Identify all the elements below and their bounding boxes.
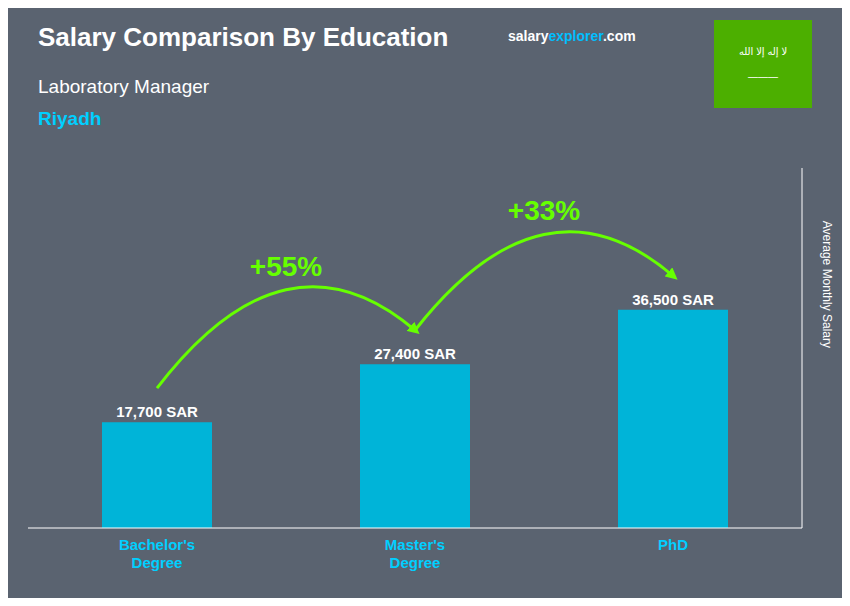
html-text:Laboratory Manager: Laboratory Manager: [38, 76, 210, 97]
svg-text:Bachelor'sDegree: Bachelor'sDegree: [119, 536, 195, 571]
svg-text:27,400 SAR: 27,400 SAR: [374, 345, 456, 362]
svg-text:17,700 SAR: 17,700 SAR: [116, 403, 198, 420]
svg-text:Average Monthly Salary: Average Monthly Salary: [820, 221, 834, 348]
svg-text:36,500 SAR: 36,500 SAR: [632, 291, 714, 308]
svg-text:+55%: +55%: [250, 251, 322, 282]
html-text:Riyadh: Riyadh: [38, 108, 102, 129]
svg-text:PhD: PhD: [658, 536, 688, 553]
svg-text:Master'sDegree: Master'sDegree: [385, 536, 445, 571]
svg-text:+33%: +33%: [508, 195, 580, 226]
html-text:لا إله إلا الله: لا إله إلا الله: [738, 46, 788, 57]
html-text:salary explorer.com: salary explorer.com: [508, 28, 636, 44]
html-text:Salary Comparison By Education: Salary Comparison By Education: [38, 22, 449, 52]
